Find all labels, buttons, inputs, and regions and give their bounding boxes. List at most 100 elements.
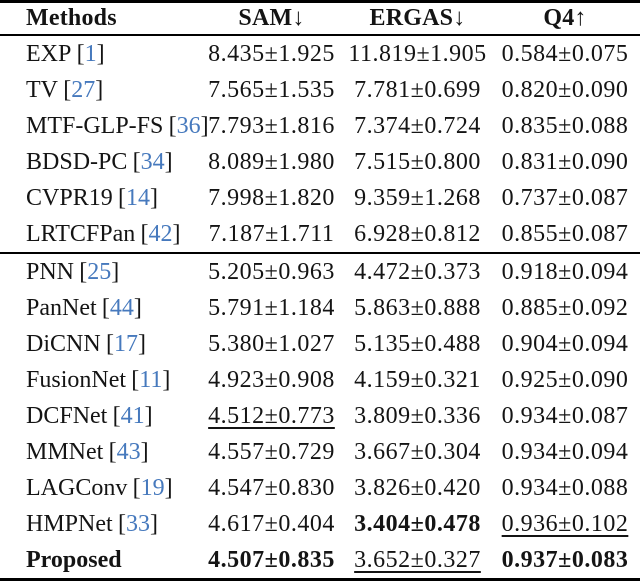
citation-link[interactable]: 41 — [120, 402, 145, 429]
citation-link[interactable]: 42 — [148, 220, 173, 247]
citation-close-bracket: ] — [140, 438, 149, 465]
table-bottom-rule — [0, 578, 640, 581]
ergas-value: 4.472±0.373 — [354, 258, 481, 285]
method-cell: LAGConv [19] — [0, 475, 198, 502]
citation: [43] — [109, 439, 149, 465]
citation-close-bracket: ] — [133, 294, 142, 321]
citation-open-bracket: [ — [63, 76, 72, 103]
citation-link[interactable]: 33 — [125, 510, 150, 537]
citation-link[interactable]: 1 — [84, 40, 97, 67]
q4-value: 0.835±0.088 — [501, 112, 629, 139]
sam-value: 8.089±1.980 — [208, 148, 335, 175]
table-header-row: Methods SAM↓ ERGAS↓ Q4↑ — [0, 3, 640, 34]
sam-value: 4.923±0.908 — [208, 366, 335, 393]
citation-link[interactable]: 36 — [176, 112, 201, 139]
citation-open-bracket: [ — [108, 438, 117, 465]
table-row: HMPNet [33] 4.617±0.404 3.404±0.478 0.936… — [0, 506, 640, 542]
q4-value: 0.937±0.083 — [501, 546, 629, 573]
method-name: LAGConv — [26, 474, 128, 501]
column-header-methods: Methods — [26, 5, 117, 31]
citation: [14] — [118, 185, 158, 211]
citation-open-bracket: [ — [79, 258, 88, 285]
method-name: PanNet — [26, 294, 97, 321]
citation: [11] — [131, 367, 170, 393]
citation-link[interactable]: 19 — [140, 474, 165, 501]
table-midrule — [0, 252, 640, 254]
citation-link[interactable]: 25 — [87, 258, 112, 285]
citation-close-bracket: ] — [144, 402, 153, 429]
method-name: HMPNet — [26, 510, 113, 537]
method-name: PNN — [26, 258, 75, 285]
ergas-value: 4.159±0.321 — [354, 366, 481, 393]
sam-value: 4.557±0.729 — [208, 438, 335, 465]
method-cell: CVPR19 [14] — [0, 185, 198, 212]
citation-close-bracket: ] — [162, 366, 171, 393]
column-header-ergas: ERGAS↓ — [369, 5, 466, 31]
q4-value: 0.584±0.075 — [501, 40, 629, 67]
citation-link[interactable]: 11 — [139, 366, 163, 393]
citation-link[interactable]: 44 — [109, 294, 134, 321]
method-cell: EXP [1] — [0, 41, 198, 68]
citation-open-bracket: [ — [117, 184, 126, 211]
method-name: DCFNet — [26, 402, 108, 429]
sam-value: 4.547±0.830 — [208, 474, 335, 501]
table-row: DCFNet [41] 4.512±0.773 3.809±0.336 0.934… — [0, 398, 640, 434]
method-cell: DiCNN [17] — [0, 331, 198, 358]
q4-value: 0.831±0.090 — [501, 148, 629, 175]
citation-close-bracket: ] — [172, 220, 181, 247]
table-row: PNN [25] 5.205±0.963 4.472±0.373 0.918±0.… — [0, 254, 640, 290]
ergas-value: 7.515±0.800 — [354, 148, 481, 175]
citation-open-bracket: [ — [105, 330, 114, 357]
method-name: Proposed — [26, 546, 122, 573]
citation-open-bracket: [ — [140, 220, 149, 247]
table-top-rule — [0, 0, 640, 3]
citation-link[interactable]: 27 — [71, 76, 96, 103]
table-row: EXP [1] 8.435±1.925 11.819±1.905 0.584±0.… — [0, 36, 640, 72]
sam-value: 5.791±1.184 — [208, 294, 335, 321]
q4-value: 0.820±0.090 — [501, 76, 629, 103]
method-name: LRTCFPan — [26, 220, 136, 247]
ergas-value: 3.826±0.420 — [354, 474, 481, 501]
sam-value: 7.187±1.711 — [208, 220, 335, 247]
citation: [42] — [141, 221, 181, 247]
citation-close-bracket: ] — [137, 330, 146, 357]
citation-close-bracket: ] — [95, 76, 104, 103]
ergas-value: 3.404±0.478 — [354, 510, 481, 537]
method-name: MTF-GLP-FS — [26, 112, 164, 139]
ergas-value: 11.819±1.905 — [348, 40, 487, 67]
q4-value: 0.925±0.090 — [501, 366, 629, 393]
citation-link[interactable]: 43 — [116, 438, 141, 465]
citation-open-bracket: [ — [76, 40, 85, 67]
method-name: EXP — [26, 40, 72, 67]
citation-link[interactable]: 17 — [113, 330, 138, 357]
citation: [25] — [79, 259, 119, 285]
method-name: TV — [26, 76, 58, 103]
ergas-value: 3.667±0.304 — [354, 438, 481, 465]
method-cell: DCFNet [41] — [0, 403, 198, 430]
citation-close-bracket: ] — [164, 474, 173, 501]
ergas-value: 7.781±0.699 — [354, 76, 481, 103]
table-row: MMNet [43] 4.557±0.729 3.667±0.304 0.934±… — [0, 434, 640, 470]
citation-open-bracket: [ — [132, 148, 141, 175]
citation-link[interactable]: 34 — [140, 148, 165, 175]
q4-value: 0.936±0.102 — [501, 510, 629, 537]
citation-close-bracket: ] — [96, 40, 105, 67]
ergas-value: 7.374±0.724 — [354, 112, 481, 139]
method-name: FusionNet — [26, 366, 127, 393]
citation-close-bracket: ] — [200, 112, 209, 139]
sam-value: 7.565±1.535 — [208, 76, 335, 103]
method-cell: PanNet [44] — [0, 295, 198, 322]
citation-close-bracket: ] — [164, 148, 173, 175]
q4-value: 0.934±0.087 — [501, 402, 629, 429]
column-header-q4: Q4↑ — [543, 5, 587, 31]
citation-link[interactable]: 14 — [125, 184, 150, 211]
citation-open-bracket: [ — [132, 474, 141, 501]
method-cell: Proposed — [0, 547, 198, 574]
table-row: TV [27] 7.565±1.535 7.781±0.699 0.820±0.0… — [0, 72, 640, 108]
table-row: BDSD-PC [34] 8.089±1.980 7.515±0.800 0.83… — [0, 144, 640, 180]
citation-open-bracket: [ — [112, 402, 121, 429]
citation: [27] — [63, 77, 103, 103]
citation: [41] — [113, 403, 153, 429]
method-name: CVPR19 — [26, 184, 113, 211]
